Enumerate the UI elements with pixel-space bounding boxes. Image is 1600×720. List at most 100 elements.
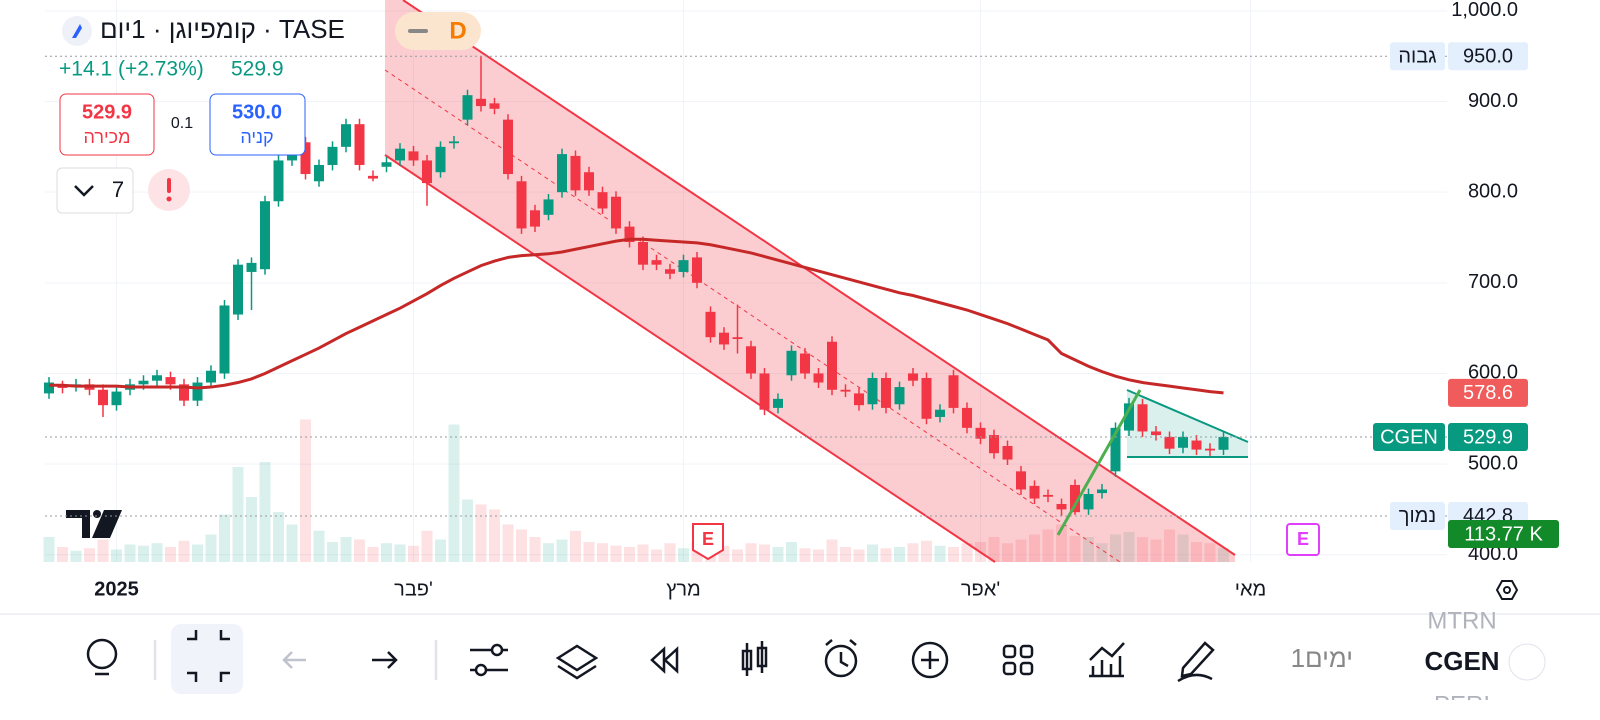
volume-bar — [678, 548, 689, 562]
volume-bar — [286, 524, 298, 562]
collapse-icon — [408, 29, 428, 33]
candle-body — [530, 210, 540, 227]
volume-bar — [192, 544, 203, 562]
y-tick-label: 500.0 — [1468, 452, 1518, 474]
layout-icon[interactable] — [1002, 644, 1017, 659]
time-axis: 2025 פבר' מרץ אפר' מאי — [94, 578, 1266, 600]
candle-body — [1097, 489, 1107, 494]
volume-bar — [1218, 547, 1229, 562]
candle-body — [489, 103, 500, 109]
volume-bar — [934, 545, 946, 562]
volume-bar — [313, 530, 325, 562]
chart-title: קומפיוגן · 1יום · TASE — [100, 14, 345, 44]
settings-icon[interactable] — [1495, 580, 1519, 600]
candle-body — [1191, 440, 1202, 450]
ma-badge-text: 578.6 — [1463, 382, 1513, 404]
volume-bar — [1002, 543, 1013, 562]
earnings-label: E — [1297, 529, 1309, 549]
volume-bar — [772, 547, 784, 562]
candle-body — [827, 341, 837, 390]
layers-icon[interactable] — [555, 644, 599, 680]
volume-bar — [84, 548, 95, 562]
volume-bar — [867, 544, 878, 562]
volume-bar — [1110, 534, 1121, 562]
symbol-current[interactable]: CGEN — [1424, 646, 1499, 676]
volume-bar — [1164, 529, 1175, 562]
candle-body — [692, 257, 702, 283]
candle-body — [908, 373, 918, 381]
fullscreen-button[interactable] — [171, 624, 243, 694]
add-icon[interactable] — [911, 641, 949, 679]
interval-toggle[interactable] — [395, 12, 481, 50]
candle-body — [341, 124, 351, 147]
volume-bar — [894, 547, 905, 562]
volume-bar — [718, 545, 730, 562]
earnings-marker[interactable] — [692, 523, 724, 561]
candle-body — [813, 373, 824, 383]
alarm-icon[interactable] — [824, 644, 858, 678]
price-badge — [1448, 423, 1528, 452]
volume-bar — [907, 543, 919, 562]
earnings-label: E — [702, 529, 714, 549]
candle-body — [597, 192, 608, 209]
candle-body — [1110, 427, 1121, 472]
candle-body — [111, 391, 122, 406]
price-axis: 400.0 500.0 600.0 700.0 800.0 900.0 1,000.0 — [1451, 0, 1518, 565]
candle-body — [719, 332, 729, 345]
candle-body — [422, 160, 432, 184]
candle-body — [449, 141, 459, 144]
candle-body — [975, 427, 986, 439]
candle-body — [516, 181, 527, 229]
alerts-dropdown[interactable] — [56, 167, 134, 214]
buy-button[interactable] — [209, 93, 306, 156]
symbol-prev[interactable]: MTRN — [1427, 607, 1496, 634]
candle-body — [395, 148, 405, 161]
volume-bar — [381, 543, 392, 562]
candle-body — [989, 435, 999, 454]
volume-bar — [111, 549, 122, 562]
undo-icon[interactable] — [282, 651, 306, 669]
draw-icon[interactable] — [1177, 641, 1215, 683]
earnings-marker-future[interactable] — [1286, 523, 1320, 556]
candle-body — [948, 375, 959, 408]
volume-bar — [300, 419, 311, 562]
idea-icon[interactable] — [86, 638, 118, 670]
x-tick-label: אפר' — [961, 578, 1000, 600]
candle-body — [165, 377, 176, 385]
volume-bar — [340, 537, 352, 562]
volume-bar — [651, 549, 662, 562]
volume-bar — [1083, 537, 1094, 562]
toolbar-icons — [86, 624, 1215, 694]
candle-body — [638, 242, 648, 265]
warning-dot — [166, 196, 172, 202]
volume-bar — [57, 547, 68, 562]
volume-bar — [367, 547, 379, 562]
volume-bar — [421, 530, 433, 562]
range-button[interactable]: 1ימים — [1291, 643, 1353, 673]
replay-icon[interactable] — [650, 646, 679, 674]
candle-body — [1083, 494, 1094, 510]
redo-icon[interactable] — [372, 651, 398, 669]
candle-body — [678, 260, 689, 272]
volume-bar — [1069, 535, 1081, 562]
x-tick-label: מרץ — [666, 578, 701, 600]
volume-bar — [1123, 532, 1135, 562]
ma-badge — [1448, 378, 1528, 407]
candle-body — [300, 142, 311, 175]
trend-line — [1056, 389, 1142, 536]
buy-price: 530.0 — [232, 101, 282, 123]
candle-body — [759, 373, 770, 410]
sell-button[interactable] — [59, 93, 155, 156]
volume-bar — [745, 543, 757, 562]
channel-lower — [384, 154, 996, 563]
candle-body — [1070, 484, 1080, 513]
y-tick-label: 1,000.0 — [1451, 0, 1518, 21]
indicators-icon[interactable] — [1089, 642, 1125, 678]
candle-body — [1016, 471, 1026, 490]
last-price: 529.9 — [231, 58, 284, 81]
candle-body — [584, 172, 594, 191]
moving-average — [49, 237, 1224, 395]
candle-body — [800, 353, 810, 374]
collapse-icon — [187, 630, 230, 682]
